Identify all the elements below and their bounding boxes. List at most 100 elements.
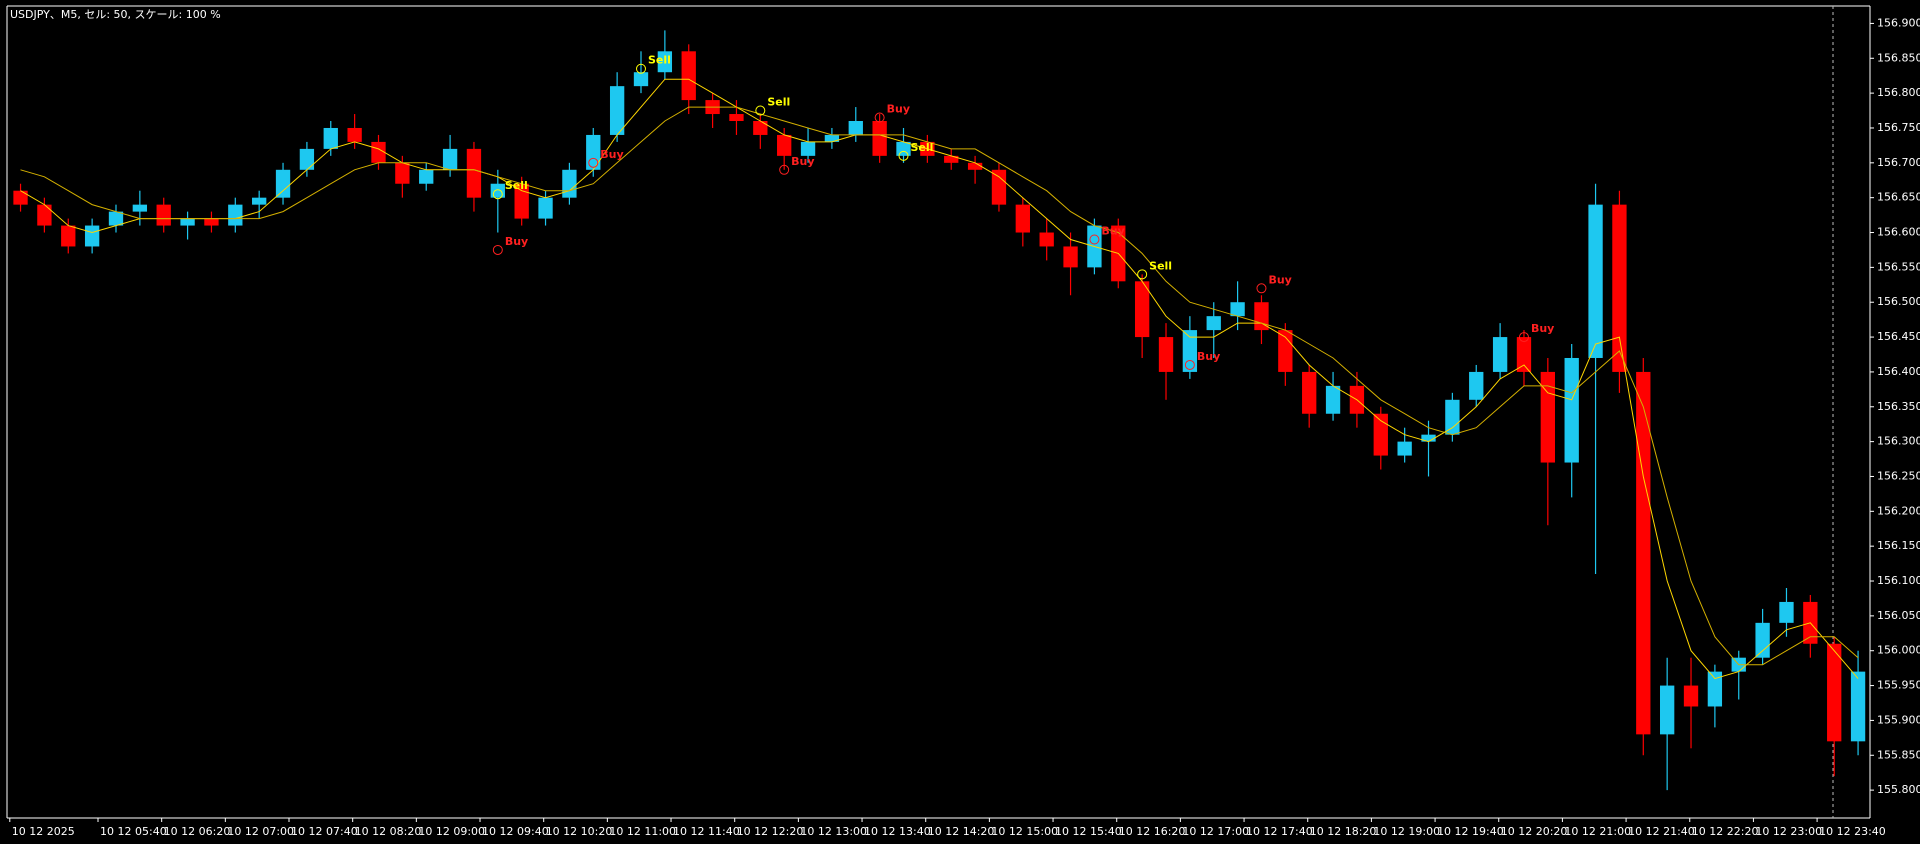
candle-body	[323, 127, 338, 149]
x-tick-label: 10 12 06:20	[164, 825, 231, 838]
x-tick-label: 10 12 20:20	[1501, 825, 1568, 838]
candle-body	[872, 121, 887, 156]
candle-body	[1707, 671, 1723, 707]
signal-label: Buy	[887, 103, 910, 116]
candle-body	[991, 169, 1007, 205]
candle-body	[562, 169, 577, 198]
candle-body	[609, 86, 625, 135]
y-tick-label: 156.350	[1877, 400, 1920, 413]
signal-label: Sell	[648, 54, 671, 67]
candle-body	[514, 183, 529, 219]
x-tick-label: 10 12 07:40	[291, 825, 358, 838]
candle-body	[1636, 371, 1651, 735]
signal-marker	[1137, 269, 1148, 280]
candle-body	[729, 114, 744, 122]
x-tick-label: 10 12 22:20	[1692, 825, 1759, 838]
y-tick-label: 156.150	[1877, 539, 1920, 552]
y-tick-label: 156.650	[1877, 191, 1920, 204]
x-tick-label: 10 12 11:40	[673, 825, 740, 838]
signal-label: Sell	[767, 96, 790, 109]
candle-body	[156, 204, 171, 226]
y-tick-label: 155.950	[1877, 679, 1920, 692]
x-tick-label: 10 12 13:40	[864, 825, 931, 838]
candle-body	[848, 121, 863, 135]
x-tick-label: 10 12 09:00	[418, 825, 485, 838]
signal-marker	[779, 164, 790, 175]
y-tick-label: 155.800	[1877, 783, 1920, 796]
candle-body	[967, 162, 983, 170]
candle-body	[275, 169, 291, 198]
signal-marker	[492, 244, 503, 255]
y-tick-label: 156.300	[1877, 435, 1920, 448]
candle-body	[1564, 357, 1579, 463]
y-tick-label: 156.850	[1877, 51, 1920, 64]
y-tick-label: 156.900	[1877, 16, 1920, 29]
candle-body	[395, 162, 410, 184]
candle-body	[1397, 441, 1412, 456]
y-tick-label: 156.700	[1877, 156, 1920, 169]
candle-body	[1850, 671, 1866, 742]
x-tick-label: 10 12 13:00	[800, 825, 867, 838]
candle-body	[1302, 371, 1317, 414]
chart-title: USDJPY、M5, セル: 50, スケール: 100 %	[10, 8, 221, 21]
x-tick-label: 10 12 16:20	[1119, 825, 1186, 838]
candle-body	[1134, 281, 1150, 338]
y-tick-label: 156.750	[1877, 121, 1920, 134]
candle-body	[1039, 232, 1054, 247]
signal-label: Buy	[1197, 350, 1220, 363]
candle-body	[228, 204, 243, 226]
x-tick-label: 10 12 18:20	[1310, 825, 1377, 838]
y-tick-label: 155.850	[1877, 748, 1920, 761]
candle-body	[1421, 434, 1436, 442]
signal-marker	[492, 189, 503, 200]
x-tick-label: 10 12 05:40	[100, 825, 167, 838]
signal-label: Buy	[1268, 273, 1291, 286]
candle-body	[299, 148, 315, 170]
candle-body	[657, 51, 673, 73]
candle-body	[132, 204, 148, 212]
signal-marker	[874, 112, 885, 123]
candle-body	[37, 204, 52, 226]
x-tick-label: 10 12 09:40	[482, 825, 549, 838]
signal-marker	[1256, 283, 1267, 294]
candle-body	[1683, 685, 1699, 707]
candle-body	[442, 148, 458, 170]
candle-body	[777, 134, 792, 156]
y-tick-label: 156.000	[1877, 644, 1920, 657]
candle-body	[1612, 204, 1627, 372]
y-tick-label: 156.550	[1877, 260, 1920, 273]
candle-body	[252, 197, 267, 205]
candle-body	[1278, 330, 1293, 372]
candle-body	[1779, 601, 1794, 623]
candle-body	[108, 211, 124, 226]
candle-body	[1206, 316, 1221, 331]
signal-label: Buy	[1101, 224, 1124, 237]
x-tick-label: 10 12 14:20	[928, 825, 995, 838]
candle-body	[1063, 246, 1078, 268]
signal-marker	[755, 105, 766, 116]
candle-body	[538, 197, 553, 219]
signal-label: Buy	[505, 235, 528, 248]
candle-body	[61, 225, 76, 247]
candle-body	[466, 148, 482, 198]
signal-marker	[588, 157, 599, 168]
signal-label: Buy	[600, 148, 623, 161]
y-tick-label: 156.050	[1877, 609, 1920, 622]
candle-body	[1540, 371, 1555, 463]
signal-label: Sell	[505, 179, 528, 192]
x-tick-label: 10 12 15:40	[1055, 825, 1122, 838]
y-tick-label: 156.450	[1877, 330, 1920, 343]
x-tick-label: 10 12 10:20	[546, 825, 613, 838]
candle-body	[1827, 643, 1842, 742]
signal-marker	[1089, 234, 1100, 245]
signal-label: Buy	[1531, 322, 1554, 335]
moving-average	[20, 78, 1859, 680]
candle-body	[1182, 330, 1198, 372]
x-tick-label: 10 12 23:40	[1819, 825, 1886, 838]
x-tick-label: 10 12 23:00	[1755, 825, 1822, 838]
x-tick-label: 10 12 19:00	[1373, 825, 1440, 838]
x-tick-label: 10 12 17:40	[1246, 825, 1313, 838]
candle-body	[800, 141, 816, 156]
